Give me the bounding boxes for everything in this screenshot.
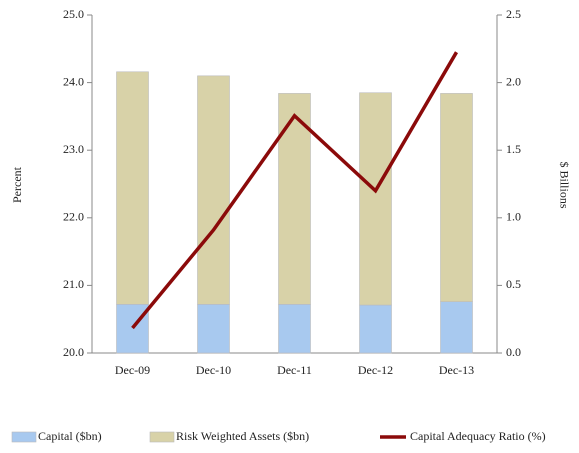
y2-tick-label: 2.0 xyxy=(506,74,521,88)
x-tick-label: Dec-13 xyxy=(439,363,474,377)
bar xyxy=(278,304,311,354)
bar xyxy=(197,304,230,354)
y-tick-label: 24.0 xyxy=(63,74,84,88)
legend-label: Capital Adequacy Ratio (%) xyxy=(410,429,546,443)
bar xyxy=(359,92,392,306)
y-tick-label: 25.0 xyxy=(63,7,84,21)
x-tick-label: Dec-09 xyxy=(115,363,150,377)
bar xyxy=(440,301,473,354)
y-axis-label: Percent xyxy=(10,166,24,203)
legend-label: Capital ($bn) xyxy=(38,429,102,443)
y2-tick-label: 1.5 xyxy=(506,142,521,156)
bar xyxy=(116,71,149,305)
legend-swatch xyxy=(149,431,175,443)
bar xyxy=(359,304,392,354)
y2-tick-label: 1.0 xyxy=(506,210,521,224)
bar xyxy=(116,304,149,354)
y-tick-label: 23.0 xyxy=(63,142,84,156)
y-tick-label: 20.0 xyxy=(63,345,84,359)
x-tick-label: Dec-12 xyxy=(358,363,393,377)
y2-tick-label: 0.0 xyxy=(506,345,521,359)
legend-swatch xyxy=(11,431,37,443)
y2-tick-label: 2.5 xyxy=(506,7,521,21)
y2-tick-label: 0.5 xyxy=(506,277,521,291)
bar xyxy=(197,75,230,305)
y2-axis-label: $ Billions xyxy=(557,161,571,208)
x-tick-label: Dec-11 xyxy=(277,363,312,377)
line xyxy=(131,51,459,330)
bar xyxy=(440,93,473,302)
x-tick-label: Dec-10 xyxy=(196,363,231,377)
y-tick-label: 22.0 xyxy=(63,210,84,224)
legend-label: Risk Weighted Assets ($bn) xyxy=(176,429,309,443)
y-tick-label: 21.0 xyxy=(63,277,84,291)
